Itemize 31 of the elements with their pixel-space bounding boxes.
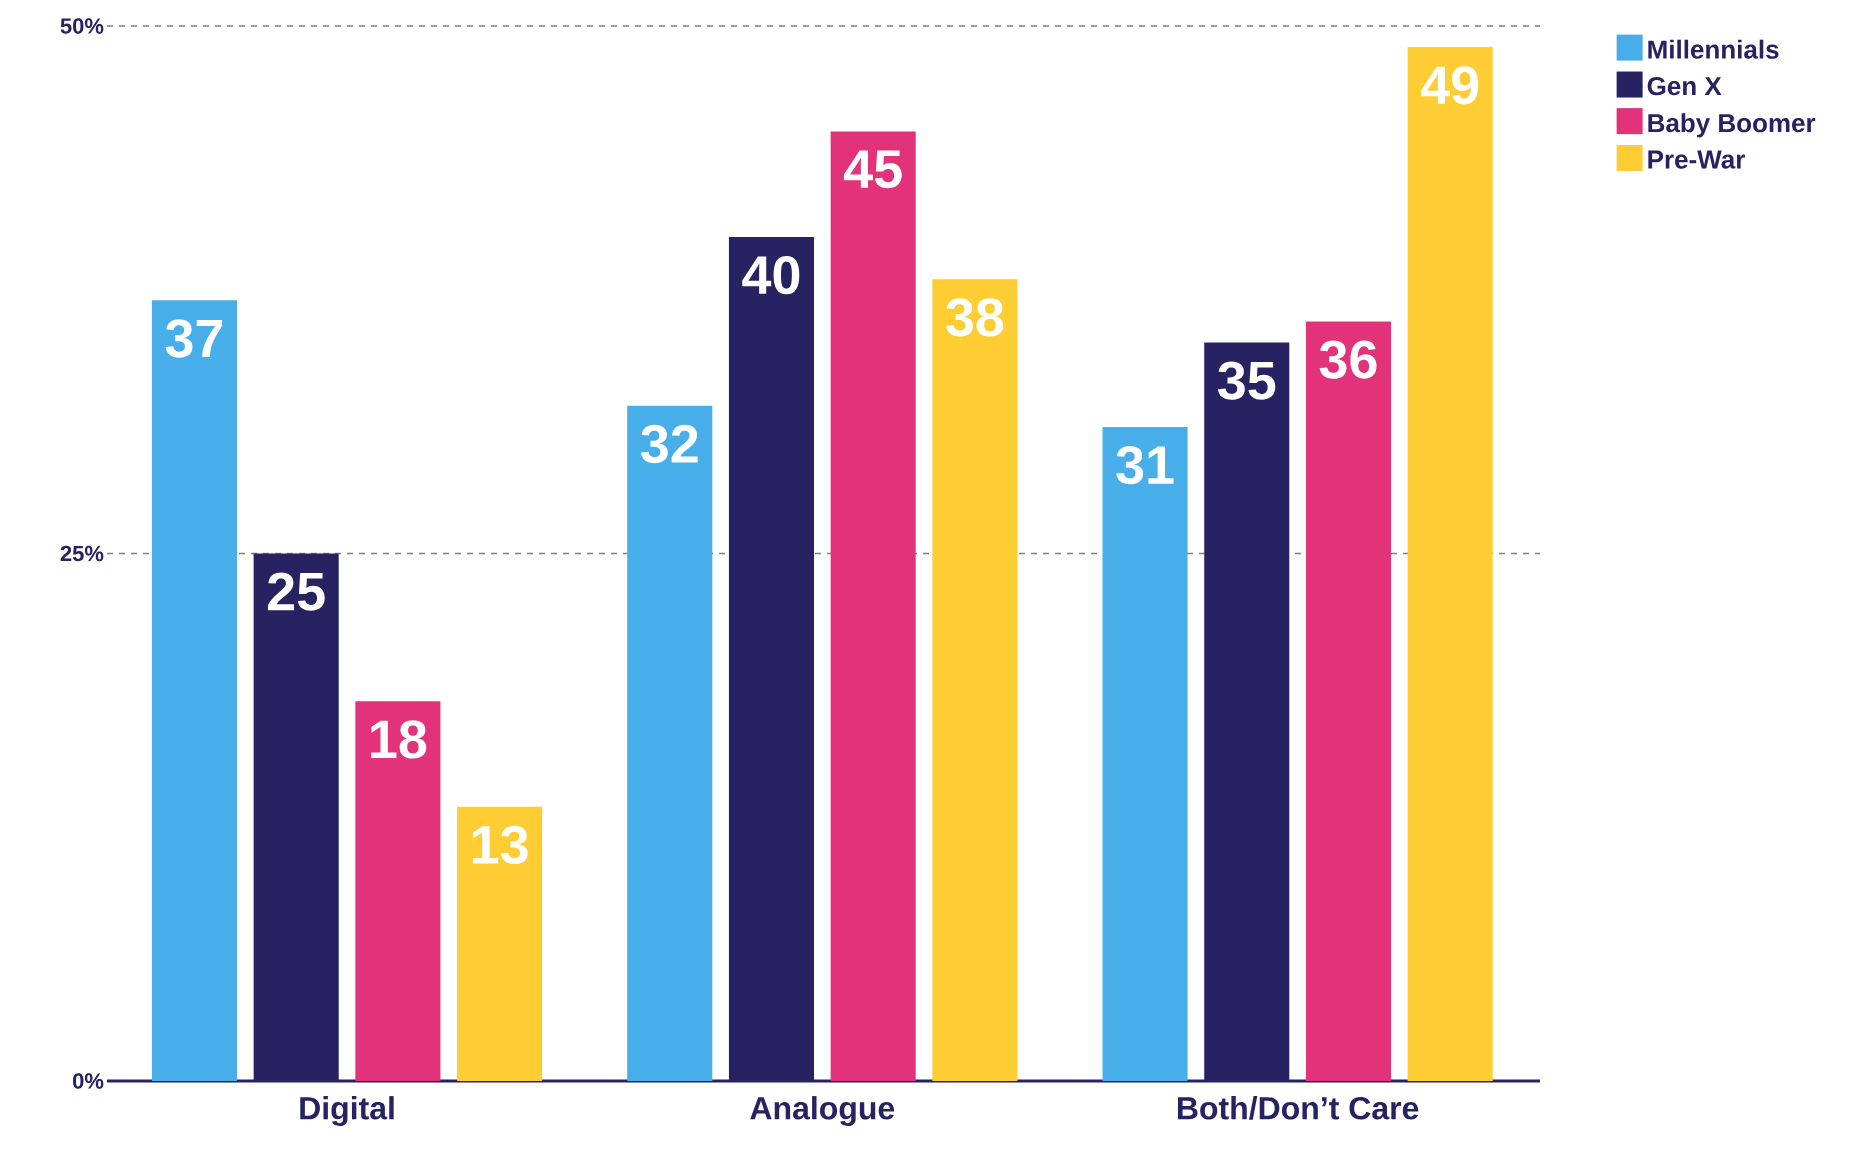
x-tick-label: Digital <box>300 1096 394 1127</box>
legend-label: Millennials <box>1648 39 1779 59</box>
bar <box>151 300 237 1081</box>
data-label: 25 <box>268 572 325 611</box>
bar <box>355 701 441 1081</box>
legend-label: Baby Boomer <box>1648 113 1816 138</box>
data-label: 37 <box>165 319 223 358</box>
x-tick-label: Both/Don’t Care <box>1177 1096 1419 1120</box>
bar <box>627 405 713 1081</box>
bar <box>1102 426 1188 1081</box>
data-label: 13 <box>472 825 528 865</box>
data-label: 18 <box>371 720 427 759</box>
y-tick-label: 0% <box>73 1073 104 1089</box>
data-label: 35 <box>1217 361 1276 400</box>
bar <box>457 806 543 1081</box>
bar <box>932 279 1018 1081</box>
bar <box>830 131 916 1081</box>
data-label: 31 <box>1116 445 1174 485</box>
legend-label: Gen X <box>1647 76 1722 96</box>
data-label: 40 <box>742 256 800 295</box>
y-tick-label: 25% <box>60 545 104 562</box>
bar <box>1407 47 1493 1081</box>
data-label: 45 <box>843 150 902 189</box>
data-label: 49 <box>1420 66 1479 105</box>
data-label: 32 <box>640 424 698 464</box>
y-tick-label: 50% <box>60 18 104 34</box>
x-tick-label: Analogue <box>750 1096 895 1127</box>
legend-label: Pre-War <box>1648 150 1745 169</box>
data-label: 38 <box>946 298 1004 337</box>
bar <box>1305 321 1392 1081</box>
data-label: 36 <box>1319 340 1377 379</box>
